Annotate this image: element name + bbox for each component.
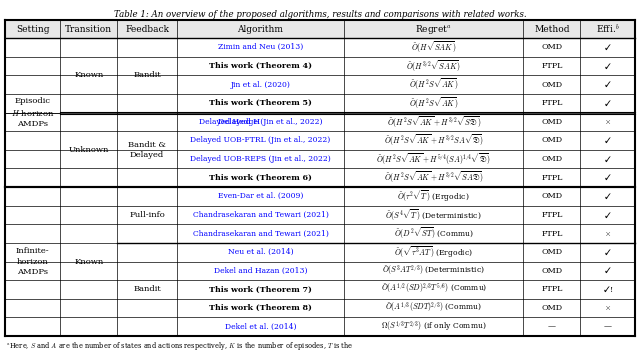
Text: $\checkmark$: $\checkmark$	[604, 61, 611, 71]
Text: Infinite-
horizon
AMDPs: Infinite- horizon AMDPs	[16, 247, 49, 276]
Text: OMD: OMD	[541, 81, 563, 88]
Text: This work (Theorem 6): This work (Theorem 6)	[209, 174, 312, 182]
Text: Feedback: Feedback	[125, 24, 169, 34]
Text: Dekel and Hazan (2013): Dekel and Hazan (2013)	[214, 267, 307, 275]
Text: —: —	[604, 323, 612, 331]
Text: Setting: Setting	[16, 24, 49, 34]
Text: $\tilde{O}(\tau^2\sqrt{T})$ (Ergodic): $\tilde{O}(\tau^2\sqrt{T})$ (Ergodic)	[397, 189, 470, 204]
Text: OMD: OMD	[541, 118, 563, 126]
Text: This work (Theorem 7): This work (Theorem 7)	[209, 285, 312, 294]
Text: $\tilde{O}(\sqrt{\tau^3 AT})$ (Ergodic): $\tilde{O}(\sqrt{\tau^3 AT})$ (Ergodic)	[394, 245, 473, 260]
Text: Neu et al. (2014): Neu et al. (2014)	[228, 248, 293, 256]
Text: —: —	[548, 323, 556, 331]
Text: $\tilde{O}(A^{1/2}(SD)^{2/3}T^{5/6})$ (Commu): $\tilde{O}(A^{1/2}(SD)^{2/3}T^{5/6})$ (C…	[381, 282, 487, 296]
Text: $\checkmark$: $\checkmark$	[604, 192, 611, 201]
Text: This work (Theorem 8): This work (Theorem 8)	[209, 304, 312, 312]
Text: Delayed H: Delayed H	[218, 118, 260, 126]
Text: This work (Theorem 4): This work (Theorem 4)	[209, 62, 312, 70]
Text: $\tilde{O}(A^{1/3}(SDT)^{2/3})$ (Commu): $\tilde{O}(A^{1/3}(SDT)^{2/3})$ (Commu)	[385, 301, 482, 315]
Text: OMD: OMD	[541, 192, 563, 200]
Text: Transition: Transition	[65, 24, 113, 34]
Text: $\checkmark$: $\checkmark$	[604, 43, 611, 52]
Text: $\checkmark$: $\checkmark$	[604, 211, 611, 219]
Text: Known: Known	[74, 257, 104, 266]
Text: $\checkmark$: $\checkmark$	[604, 248, 611, 257]
Text: Full-info: Full-info	[129, 211, 165, 219]
Text: FTPL: FTPL	[541, 174, 563, 182]
Text: $\tilde{O}(H^2S\sqrt{AK}+H^{3/2}\sqrt{S\mathfrak{D}})$: $\tilde{O}(H^2S\sqrt{AK}+H^{3/2}\sqrt{S\…	[387, 114, 481, 130]
Text: OMD: OMD	[541, 267, 563, 275]
Text: $\checkmark$: $\checkmark$	[604, 98, 611, 108]
Text: $\times$: $\times$	[604, 304, 611, 312]
Text: Effi.$^b$: Effi.$^b$	[596, 22, 620, 36]
Text: OMD: OMD	[541, 155, 563, 163]
Text: $\tilde{O}(H^{3/2}\sqrt{SAK})$: $\tilde{O}(H^{3/2}\sqrt{SAK})$	[406, 58, 461, 74]
Text: Bandit: Bandit	[133, 71, 161, 79]
Text: OMD: OMD	[541, 304, 563, 312]
Text: $\tilde{O}(H^2S\sqrt{AK})$: $\tilde{O}(H^2S\sqrt{AK})$	[409, 96, 458, 111]
Text: $^a$Here, $S$ and $A$ are the number of states and actions respectively, $K$ is : $^a$Here, $S$ and $A$ are the number of …	[6, 340, 353, 352]
Text: $\tilde{O}(H^2S\sqrt{AK})$: $\tilde{O}(H^2S\sqrt{AK})$	[409, 77, 458, 92]
Text: $\tilde{O}(H^2S\sqrt{AK}+H^{3/2}SA\sqrt{\mathfrak{D}})$: $\tilde{O}(H^2S\sqrt{AK}+H^{3/2}SA\sqrt{…	[384, 133, 484, 148]
Text: $\checkmark$: $\checkmark$	[604, 154, 611, 164]
Text: $\times$: $\times$	[604, 229, 611, 238]
Text: OMD: OMD	[541, 136, 563, 144]
Text: $\checkmark$: $\checkmark$	[604, 80, 611, 89]
Text: $\tilde{O}(S^3AT^{2/3})$ (Deterministic): $\tilde{O}(S^3AT^{2/3})$ (Deterministic)	[382, 264, 485, 278]
Text: Algorithm: Algorithm	[237, 24, 284, 34]
Text: $\tilde{O}(S^4\sqrt{T})$ (Deterministic): $\tilde{O}(S^4\sqrt{T})$ (Deterministic)	[385, 207, 482, 223]
Text: Dekel et al. (2014): Dekel et al. (2014)	[225, 323, 296, 331]
Text: Known: Known	[74, 71, 104, 79]
Text: Delayed UOB-REPS (Jin et al., 2022): Delayed UOB-REPS (Jin et al., 2022)	[190, 155, 331, 163]
Text: $\tilde{O}(H^2S\sqrt{AK}+H^{5/4}(SA)^{1/4}\sqrt{\mathfrak{D}})$: $\tilde{O}(H^2S\sqrt{AK}+H^{5/4}(SA)^{1/…	[376, 151, 491, 167]
Text: OMD: OMD	[541, 248, 563, 256]
Text: Delayed Hedge (Jin et al., 2022): Delayed Hedge (Jin et al., 2022)	[198, 118, 322, 126]
Text: $\tilde{O}(D^2\sqrt{ST})$ (Commu): $\tilde{O}(D^2\sqrt{ST})$ (Commu)	[394, 226, 474, 241]
Text: Episodic
$H$-horizon
AMDPs: Episodic $H$-horizon AMDPs	[11, 97, 54, 128]
Text: Delayed UOB-FTRL (Jin et al., 2022): Delayed UOB-FTRL (Jin et al., 2022)	[190, 136, 331, 144]
Text: FTPL: FTPL	[541, 62, 563, 70]
Text: Table 1: An overview of the proposed algorithms, results and comparisons with re: Table 1: An overview of the proposed alg…	[114, 10, 526, 19]
Text: This work (Theorem 5): This work (Theorem 5)	[209, 99, 312, 107]
Text: $\Omega(S^{1/3}T^{2/3})$ (if only Commu): $\Omega(S^{1/3}T^{2/3})$ (if only Commu)	[381, 320, 486, 334]
Text: Regret$^a$: Regret$^a$	[415, 23, 452, 35]
Text: Bandit: Bandit	[133, 285, 161, 294]
Text: FTPL: FTPL	[541, 229, 563, 238]
Text: Unknown: Unknown	[68, 146, 109, 154]
Text: $\checkmark$: $\checkmark$	[604, 136, 611, 145]
Text: Jin et al. (2020): Jin et al. (2020)	[230, 81, 291, 88]
Text: $\tilde{O}(H^2S\sqrt{AK}+H^{3/2}\sqrt{SA\mathfrak{D}})$: $\tilde{O}(H^2S\sqrt{AK}+H^{3/2}\sqrt{SA…	[384, 170, 484, 185]
Text: Bandit &
Delayed: Bandit & Delayed	[128, 141, 166, 159]
Text: OMD: OMD	[541, 43, 563, 51]
Text: Chandrasekaran and Tewari (2021): Chandrasekaran and Tewari (2021)	[193, 229, 328, 238]
Text: $\checkmark$: $\checkmark$	[604, 266, 611, 275]
Text: $\tilde{O}(H\sqrt{SAK})$: $\tilde{O}(H\sqrt{SAK})$	[411, 40, 456, 55]
Text: $\checkmark$: $\checkmark$	[604, 173, 611, 182]
Text: FTPL: FTPL	[541, 211, 563, 219]
Text: Chandrasekaran and Tewari (2021): Chandrasekaran and Tewari (2021)	[193, 211, 328, 219]
Text: $\times$: $\times$	[604, 118, 611, 126]
Text: FTPL: FTPL	[541, 285, 563, 294]
Text: Zimin and Neu (2013): Zimin and Neu (2013)	[218, 43, 303, 51]
Text: FTPL: FTPL	[541, 99, 563, 107]
Text: Method: Method	[534, 24, 570, 34]
Bar	[5, 20, 635, 38]
Text: $\checkmark$!: $\checkmark$!	[602, 285, 612, 294]
Text: Even-Dar et al. (2009): Even-Dar et al. (2009)	[218, 192, 303, 200]
